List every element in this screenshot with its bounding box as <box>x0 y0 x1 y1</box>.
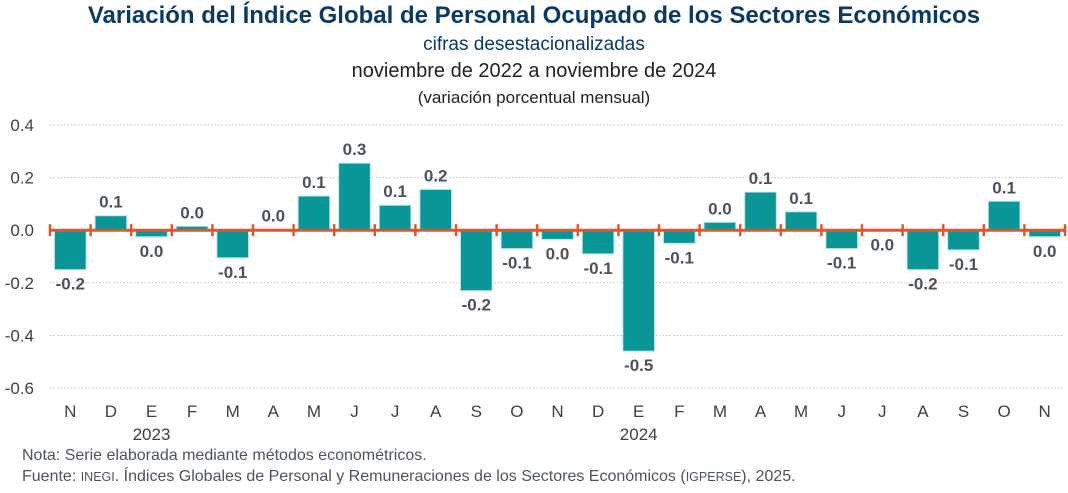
chart-unit-label: (variación porcentual mensual) <box>417 88 651 107</box>
y-tick-label: -0.2 <box>5 274 34 293</box>
data-label: -0.1 <box>827 254 856 273</box>
bar <box>459 229 493 292</box>
x-year-label: 2024 <box>620 425 658 444</box>
x-tick-label: M <box>226 402 240 421</box>
bar <box>581 229 615 255</box>
x-tick-label: F <box>187 402 197 421</box>
y-axis-ticks: 0.4 0.2 0.0 -0.2 -0.4 -0.6 <box>5 116 34 398</box>
x-tick-label: J <box>391 402 400 421</box>
x-tick-label: N <box>1039 402 1051 421</box>
x-tick-label: D <box>105 402 117 421</box>
x-tick-label: J <box>837 402 846 421</box>
x-tick-label: A <box>430 402 442 421</box>
data-label: 0.1 <box>302 173 326 192</box>
bar <box>500 229 534 250</box>
bar <box>987 200 1021 231</box>
source-middle: . Índices Globales de Personal y Remuner… <box>114 468 686 485</box>
zero-axis <box>48 224 1067 237</box>
data-label: 0.1 <box>99 193 123 212</box>
x-tick-label: M <box>713 402 727 421</box>
chart-subtitle: cifras desestacionalizadas <box>423 34 645 55</box>
bars <box>53 162 1062 352</box>
bar <box>338 162 371 231</box>
x-tick-label: S <box>471 402 482 421</box>
x-tick-label: O <box>997 402 1010 421</box>
x-tick-label: M <box>794 402 808 421</box>
y-tick-label: 0.0 <box>10 221 34 240</box>
bar <box>784 211 818 231</box>
data-label: 0.2 <box>424 166 448 185</box>
x-tick-label: N <box>64 402 76 421</box>
x-year-label: 2023 <box>133 425 171 444</box>
data-label: 0.0 <box>140 242 164 261</box>
data-label: -0.1 <box>949 255 978 274</box>
data-label: -0.1 <box>218 263 247 282</box>
data-label: 0.0 <box>870 236 894 255</box>
bar <box>662 229 696 244</box>
x-axis-ticks: N D E F M A M J J A S O N D E F M A M J J A S O N 2023 2024 <box>64 402 1051 444</box>
data-label: -0.2 <box>908 275 937 294</box>
x-tick-label: O <box>510 402 523 421</box>
bar <box>906 229 940 271</box>
footnote: Nota: Serie elaborada mediante métodos e… <box>22 447 427 464</box>
bar <box>378 204 412 231</box>
source-prefix: Fuente: <box>22 468 81 485</box>
x-tick-label: E <box>146 402 157 421</box>
bar <box>216 229 250 259</box>
data-label: 0.1 <box>789 189 813 208</box>
x-tick-label: E <box>633 402 644 421</box>
x-tick-label: A <box>917 402 929 421</box>
gridlines <box>50 124 1065 389</box>
x-tick-label: S <box>958 402 969 421</box>
bar <box>622 229 656 352</box>
chart-period: noviembre de 2022 a noviembre de 2024 <box>351 60 717 82</box>
x-tick-label: D <box>592 402 604 421</box>
x-tick-label: J <box>878 402 887 421</box>
source-org: INEGI <box>80 470 115 484</box>
data-label: -0.5 <box>624 356 653 375</box>
y-tick-label: -0.4 <box>5 326 34 345</box>
data-label: 0.0 <box>180 203 204 222</box>
data-label: 0.0 <box>708 199 732 218</box>
data-label: 0.0 <box>546 244 570 263</box>
data-label: -0.2 <box>462 296 491 315</box>
data-label: 0.1 <box>992 178 1016 197</box>
source-note: Fuente: INEGI. Índices Globales de Perso… <box>22 468 796 486</box>
x-tick-label: A <box>268 402 280 421</box>
data-label: -0.1 <box>665 248 694 267</box>
bar <box>53 229 87 271</box>
x-tick-label: A <box>755 402 767 421</box>
x-tick-label: M <box>307 402 321 421</box>
bar <box>419 188 453 231</box>
source-abbr: IGPERSE <box>685 470 742 484</box>
y-tick-label: -0.6 <box>5 379 34 398</box>
y-tick-label: 0.4 <box>10 116 34 135</box>
data-label: 0.3 <box>343 140 367 159</box>
data-label: 0.1 <box>749 169 773 188</box>
bar <box>825 229 859 250</box>
bar <box>94 215 128 231</box>
x-tick-label: N <box>551 402 563 421</box>
data-label: -0.2 <box>56 275 85 294</box>
data-label: 0.0 <box>1033 242 1057 261</box>
x-tick-label: F <box>674 402 684 421</box>
data-labels: -0.2 0.1 0.0 0.0 -0.1 0.0 0.1 0.3 0.1 0.2 -0.2 -0.1… <box>56 140 1057 375</box>
data-label: -0.1 <box>583 259 612 278</box>
source-suffix: ), 2025. <box>741 468 796 485</box>
x-tick-label: J <box>350 402 359 421</box>
bar <box>947 229 980 251</box>
data-label: -0.1 <box>502 254 531 273</box>
bar <box>744 191 777 231</box>
bar <box>297 195 331 231</box>
data-label: 0.0 <box>261 207 285 226</box>
data-label: 0.1 <box>383 182 407 201</box>
y-tick-label: 0.2 <box>10 169 34 188</box>
chart-title: Variación del Índice Global de Personal … <box>87 2 981 29</box>
